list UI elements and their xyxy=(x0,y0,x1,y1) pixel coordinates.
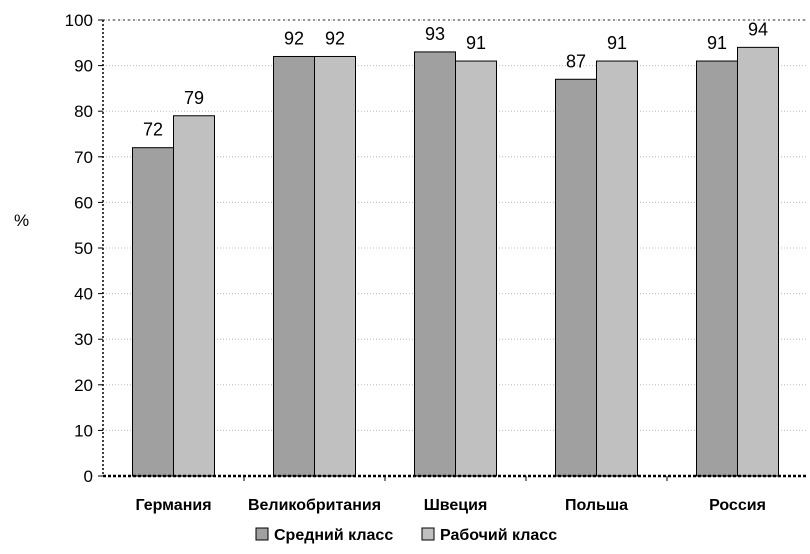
y-tick-label: 50 xyxy=(74,239,93,258)
y-tick-label: 100 xyxy=(65,11,93,30)
data-label: 93 xyxy=(425,24,445,44)
bar xyxy=(273,55,315,477)
y-tick-label: 90 xyxy=(74,57,93,76)
y-tick-label: 40 xyxy=(74,285,93,304)
legend-swatch xyxy=(255,527,269,541)
data-label: 94 xyxy=(748,19,768,39)
legend: Средний класс Рабочий класс xyxy=(255,527,557,544)
data-label: 79 xyxy=(184,88,204,108)
bar xyxy=(132,147,174,477)
y-tick-label: 0 xyxy=(84,467,93,486)
data-label: 87 xyxy=(566,51,586,71)
data-label: 72 xyxy=(143,120,163,140)
y-tick-labels: 0 10 20 30 40 50 60 70 80 90 100 xyxy=(65,11,93,486)
data-label: 92 xyxy=(325,28,345,48)
bar xyxy=(737,46,779,477)
data-label: 91 xyxy=(607,33,627,53)
x-category-label: Польша xyxy=(565,497,628,514)
legend-label: Средний класс xyxy=(274,527,393,544)
data-labels: 72 79 92 92 93 91 87 91 91 94 xyxy=(143,19,768,139)
bar xyxy=(596,60,638,477)
y-tick-label: 10 xyxy=(74,421,93,440)
bar xyxy=(173,115,215,477)
data-label: 91 xyxy=(707,33,727,53)
x-category-label: Великобритания xyxy=(248,497,381,514)
gridlines xyxy=(103,19,808,431)
x-category-label: Россия xyxy=(709,497,766,514)
y-tick-label: 20 xyxy=(74,376,93,395)
y-tick-label: 70 xyxy=(74,148,93,167)
y-tick-label: 30 xyxy=(74,330,93,349)
legend-swatch xyxy=(421,527,435,541)
x-category-label: Швеция xyxy=(424,497,488,514)
data-label: 92 xyxy=(284,28,304,48)
y-tick-label: 60 xyxy=(74,193,93,212)
bar xyxy=(455,60,497,477)
x-category-labels: Германия Великобритания Швеция Польша Россия xyxy=(135,497,765,514)
y-tick-label: 80 xyxy=(74,102,93,121)
axes xyxy=(98,19,808,481)
x-category-label: Германия xyxy=(135,497,211,514)
bar xyxy=(414,51,456,477)
bar xyxy=(555,78,597,477)
bar xyxy=(314,55,356,477)
data-label: 91 xyxy=(466,33,486,53)
bar xyxy=(696,60,738,477)
legend-label: Рабочий класс xyxy=(440,527,557,544)
bars xyxy=(132,46,779,477)
y-axis-label: % xyxy=(14,211,29,230)
